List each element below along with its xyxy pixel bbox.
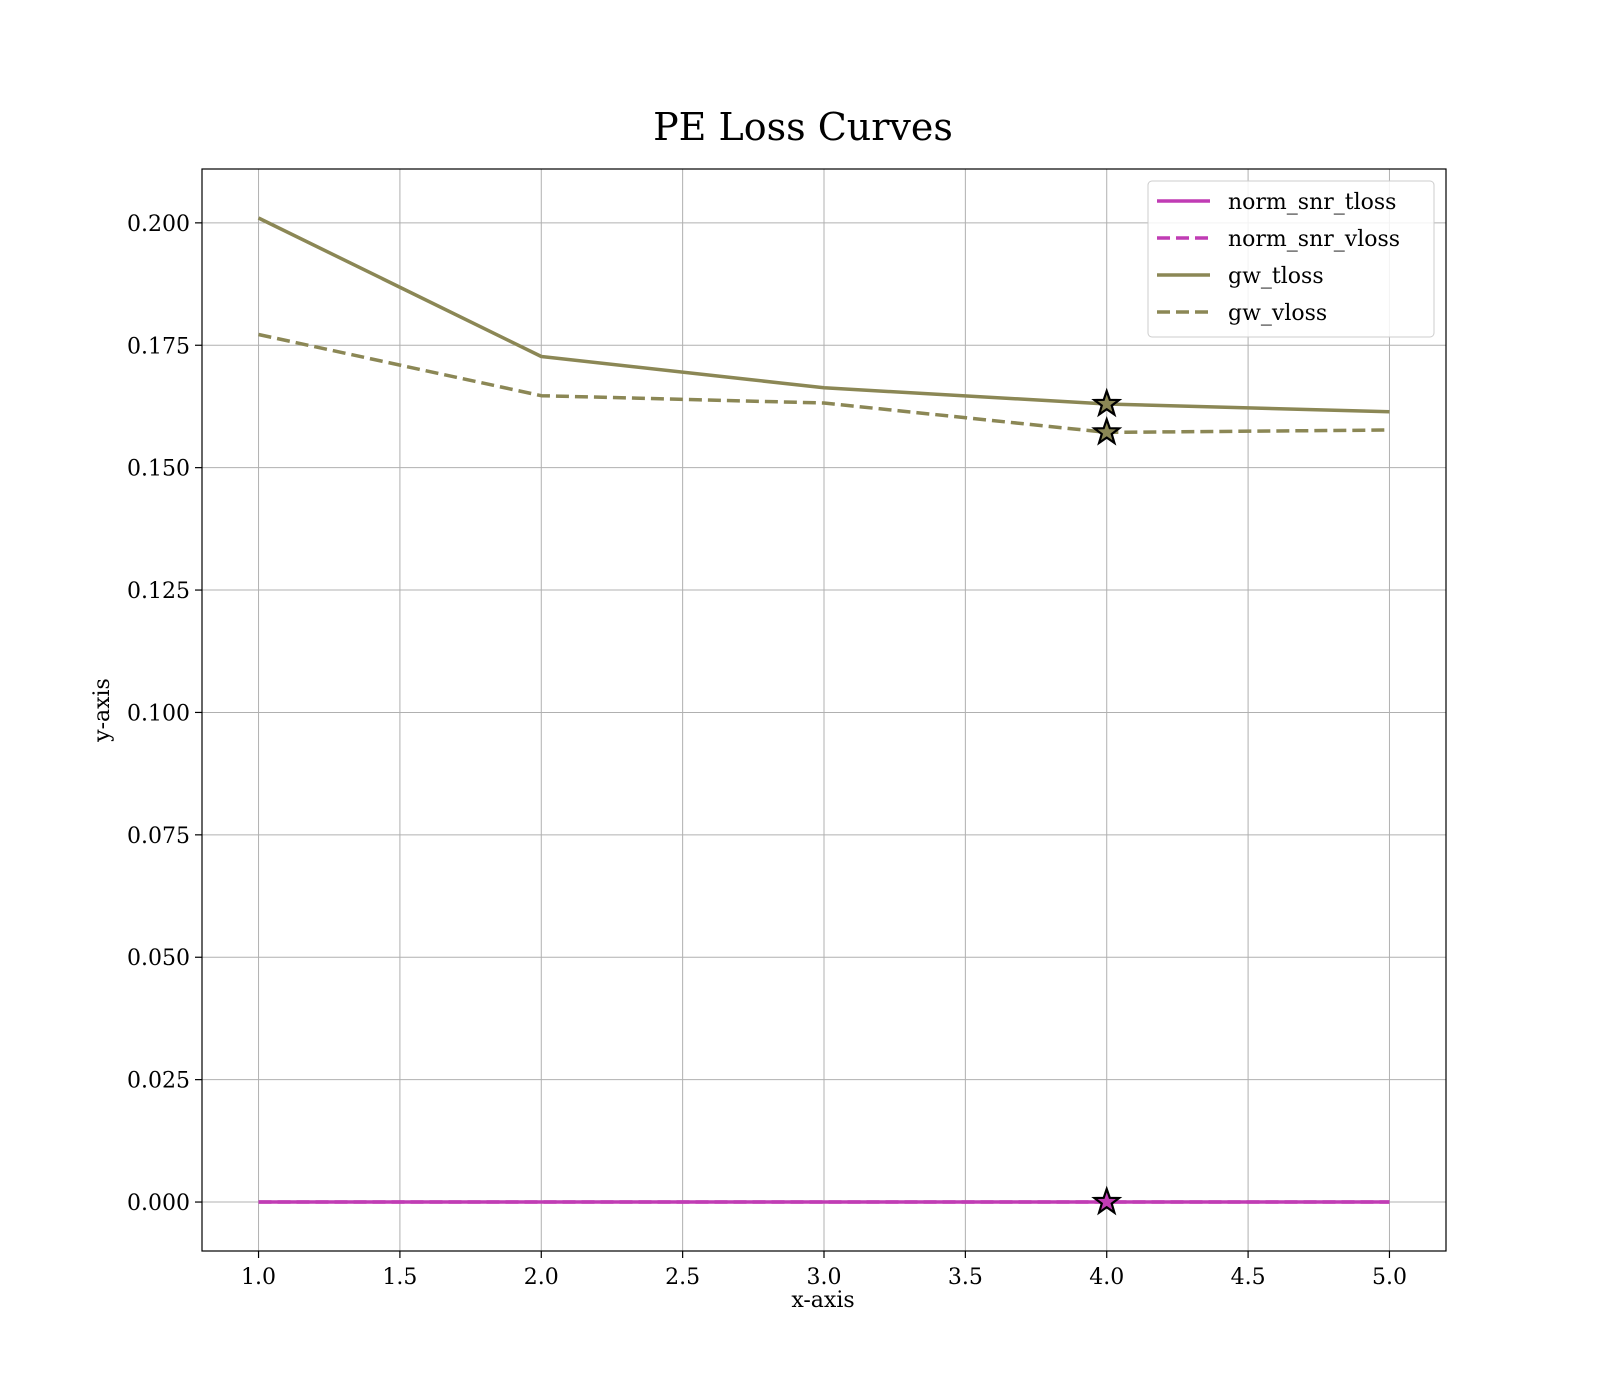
y-axis-label: y-axis [90,678,115,743]
x-ticks: 1.0 1.5 2.0 2.5 3.0 3.5 4.0 4.5 5.0 [241,1251,1407,1290]
y-tick-label: 0.150 [127,457,190,482]
x-tick-label: 3.5 [948,1265,983,1290]
y-tick-label: 0.100 [127,701,190,726]
x-tick-label: 3.0 [807,1265,842,1290]
x-tick-label: 2.0 [524,1265,559,1290]
legend-label-gw_vloss: gw_vloss [1228,301,1327,326]
y-tick-label: 0.000 [127,1191,190,1216]
y-ticks: 0.000 0.025 0.050 0.075 0.100 0.125 0.150 0.175… [127,212,202,1216]
star-marker-norm_snr_vloss [1091,1185,1123,1216]
chart-title: PE Loss Curves [653,105,953,149]
series-line-gw_tloss [257,216,1390,414]
x-tick-label: 1.5 [382,1265,417,1290]
grid [202,169,1446,1251]
y-tick-label: 0.075 [127,824,190,849]
series-lines [257,216,1390,1204]
legend-label-norm_snr_vloss: norm_snr_vloss [1228,227,1400,252]
y-tick-label: 0.050 [127,946,190,971]
series-line-gw_vloss [258,332,1390,435]
x-tick-label: 2.5 [665,1265,700,1290]
x-tick-label: 1.0 [241,1265,276,1290]
star-marker-gw_vloss [1091,416,1123,446]
y-tick-label: 0.200 [127,212,190,237]
y-tick-label: 0.025 [127,1069,190,1094]
best-markers [1091,387,1123,1216]
y-tick-label: 0.125 [127,579,190,604]
legend-box [1147,180,1435,338]
star-marker-gw_tloss [1091,387,1123,418]
legend-label-norm_snr_tloss: norm_snr_tloss [1228,190,1396,215]
x-axis-label: x-axis [791,1288,854,1313]
x-tick-label: 5.0 [1372,1265,1407,1290]
x-tick-label: 4.0 [1089,1265,1124,1290]
x-tick-label: 4.5 [1231,1265,1266,1290]
y-tick-label: 0.175 [127,334,190,359]
legend-label-gw_tloss: gw_tloss [1228,264,1324,289]
legend: norm_snr_tloss norm_snr_vloss gw_tloss gw_v… [1147,180,1435,338]
